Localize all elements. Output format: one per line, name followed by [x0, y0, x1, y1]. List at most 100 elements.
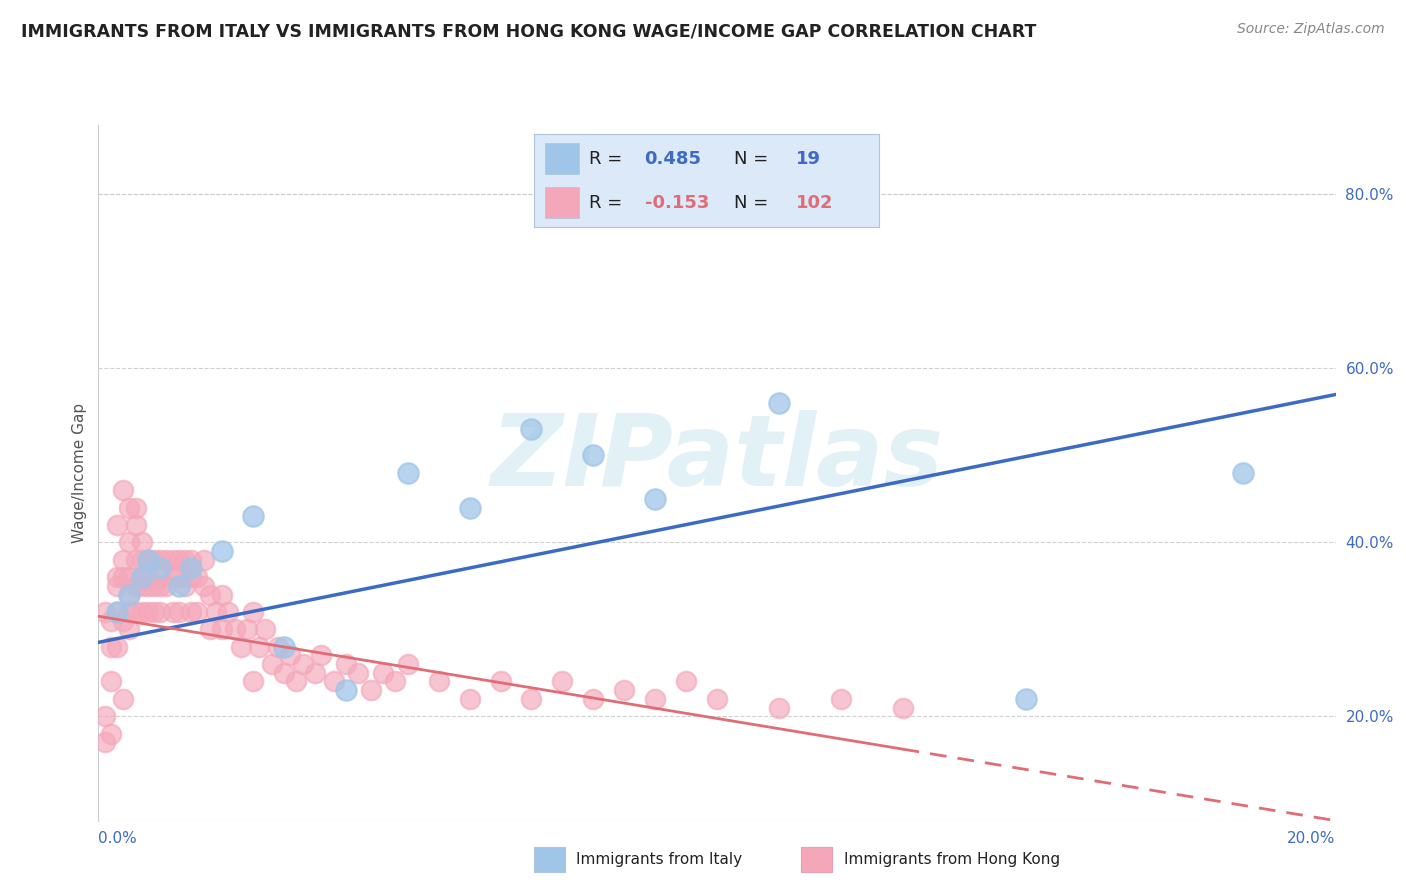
Text: R =: R = — [589, 150, 628, 168]
Point — [124, 605, 146, 619]
Point — [162, 605, 184, 619]
Point — [267, 640, 290, 654]
Point — [520, 422, 543, 436]
Point — [180, 561, 202, 575]
Point — [143, 579, 166, 593]
Point — [551, 674, 574, 689]
Point — [131, 535, 153, 549]
Point — [112, 614, 135, 628]
Point — [105, 579, 128, 593]
Point — [304, 665, 326, 680]
Point — [180, 605, 202, 619]
Point — [335, 683, 357, 698]
Point — [1232, 466, 1254, 480]
Point — [335, 657, 357, 671]
Point — [131, 570, 153, 584]
Point — [242, 605, 264, 619]
Point — [211, 623, 233, 637]
Point — [360, 683, 382, 698]
Point — [322, 674, 344, 689]
Point — [136, 552, 159, 567]
Point — [205, 605, 228, 619]
Point — [118, 623, 141, 637]
Point — [242, 674, 264, 689]
Point — [174, 552, 197, 567]
Point — [193, 552, 215, 567]
Point — [198, 623, 221, 637]
Point — [291, 657, 314, 671]
Point — [100, 640, 122, 654]
Text: Immigrants from Hong Kong: Immigrants from Hong Kong — [844, 853, 1060, 867]
Text: N =: N = — [734, 194, 775, 211]
Text: 20.0%: 20.0% — [1288, 831, 1336, 847]
Point — [582, 692, 605, 706]
Point — [131, 570, 153, 584]
Point — [675, 674, 697, 689]
Point — [644, 692, 666, 706]
Point — [830, 692, 852, 706]
Point — [167, 552, 190, 567]
Point — [167, 605, 190, 619]
Text: Immigrants from Italy: Immigrants from Italy — [576, 853, 742, 867]
Point — [396, 657, 419, 671]
Point — [644, 491, 666, 506]
Point — [162, 552, 184, 567]
Point — [149, 579, 172, 593]
Point — [167, 570, 190, 584]
Point — [285, 674, 308, 689]
Point — [93, 709, 115, 723]
Point — [347, 665, 370, 680]
Point — [143, 552, 166, 567]
Point — [100, 674, 122, 689]
Point — [118, 535, 141, 549]
Point — [396, 466, 419, 480]
Point — [427, 674, 450, 689]
Point — [273, 640, 295, 654]
Point — [242, 509, 264, 524]
Point — [118, 605, 141, 619]
Point — [118, 500, 141, 515]
Point — [155, 552, 177, 567]
Text: 19: 19 — [796, 150, 821, 168]
Point — [162, 570, 184, 584]
Point — [371, 665, 394, 680]
Point — [193, 579, 215, 593]
Text: 0.0%: 0.0% — [98, 831, 138, 847]
Point — [112, 552, 135, 567]
Point — [93, 605, 115, 619]
Text: Source: ZipAtlas.com: Source: ZipAtlas.com — [1237, 22, 1385, 37]
Point — [149, 570, 172, 584]
Point — [124, 500, 146, 515]
Point — [1015, 692, 1038, 706]
Point — [198, 587, 221, 601]
Point — [149, 552, 172, 567]
Text: 102: 102 — [796, 194, 834, 211]
Text: 0.485: 0.485 — [644, 150, 702, 168]
Point — [118, 587, 141, 601]
Point — [891, 700, 914, 714]
Point — [105, 570, 128, 584]
Point — [247, 640, 270, 654]
Point — [489, 674, 512, 689]
Point — [273, 665, 295, 680]
Bar — [544, 144, 579, 174]
Point — [384, 674, 406, 689]
Point — [118, 587, 141, 601]
Point — [124, 579, 146, 593]
Point — [100, 614, 122, 628]
Point — [136, 579, 159, 593]
Point — [112, 483, 135, 498]
Text: ZIPatlas: ZIPatlas — [491, 410, 943, 508]
Text: R =: R = — [589, 194, 628, 211]
Point — [124, 517, 146, 532]
Point — [768, 700, 790, 714]
Point — [706, 692, 728, 706]
Point — [229, 640, 252, 654]
Point — [143, 605, 166, 619]
Point — [149, 605, 172, 619]
Point — [124, 552, 146, 567]
Point — [149, 561, 172, 575]
Point — [131, 579, 153, 593]
Point — [167, 579, 190, 593]
Point — [180, 570, 202, 584]
